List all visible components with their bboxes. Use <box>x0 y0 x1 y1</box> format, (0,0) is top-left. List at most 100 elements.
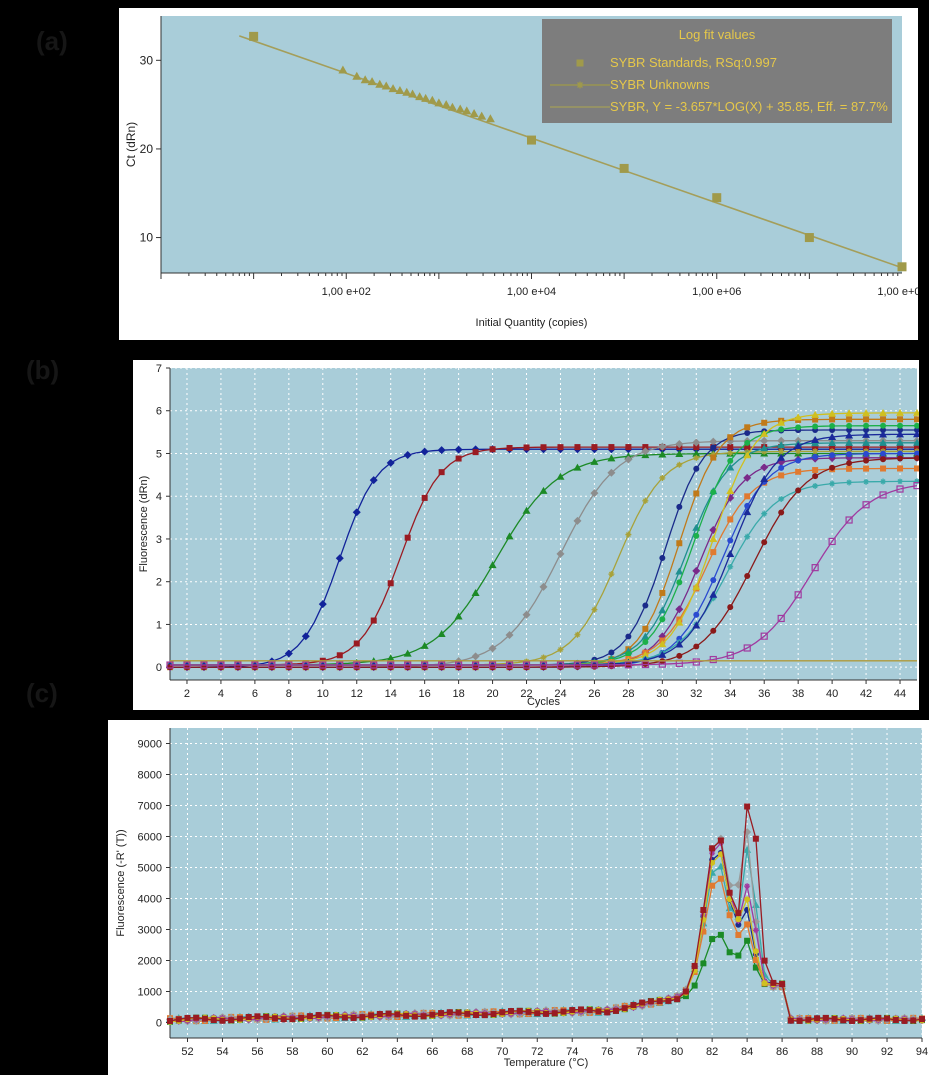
chart-b-series-point <box>897 450 904 457</box>
chart-c-series-point <box>752 957 759 964</box>
chart-b-series-point <box>625 531 632 538</box>
chart-c-x-tick-label: 76 <box>601 1046 613 1058</box>
chart-c-series-point <box>840 1017 847 1024</box>
chart-b-series-point <box>913 438 919 446</box>
chart-b-series-point <box>336 664 343 671</box>
chart-b-series-point <box>845 431 854 439</box>
chart-b-series-point <box>590 457 599 465</box>
chart-b-x-tick-label: 22 <box>520 688 532 700</box>
chart-c-series-point <box>236 1015 243 1022</box>
chart-c-x-tick-label: 92 <box>881 1046 893 1058</box>
chart-b-series-point <box>862 409 871 417</box>
chart-c-series-point <box>656 998 663 1005</box>
chart-b-series-point <box>540 444 547 451</box>
chart-c-series-point <box>752 964 759 971</box>
chart-b-series-point <box>506 664 513 671</box>
chart-b-series-point <box>913 482 919 490</box>
chart-b-series-point <box>710 454 717 461</box>
chart-b-series-point <box>777 418 786 426</box>
chart-b-series-point <box>897 455 904 462</box>
chart-c-series-point <box>709 936 716 943</box>
chart-b-series-point <box>676 540 683 547</box>
chart-c-series-point <box>761 980 768 987</box>
chart-b-x-tick-label: 2 <box>184 688 190 700</box>
chart-c-series-point <box>752 948 759 955</box>
chart-b-y-tick-label: 0 <box>156 662 162 674</box>
chart-b-x-tick-label: 26 <box>588 688 600 700</box>
chart-b-series-point <box>659 616 666 623</box>
chart-b-series-point <box>455 664 462 671</box>
chart-b-series-point <box>846 460 853 467</box>
chart-b-series-point <box>624 455 633 464</box>
chart-b-series-point <box>811 564 819 572</box>
chart-c-y-tick-label: 4000 <box>138 894 162 906</box>
chart-c-x-tick-label: 88 <box>811 1046 823 1058</box>
chart-c-series-point <box>271 1015 278 1022</box>
chart-b-series-point <box>863 465 870 472</box>
chart-b-series-point <box>897 416 904 423</box>
chart-a-standard-point <box>804 233 814 243</box>
chart-c-x-tick-label: 74 <box>566 1046 578 1058</box>
chart-b-series-point <box>675 440 684 449</box>
chart-b-series-point <box>726 487 735 495</box>
chart-b-series-point <box>897 444 904 451</box>
chart-b-series-point <box>625 662 632 669</box>
chart-c-series-point <box>735 916 742 923</box>
chart-c-series-point <box>744 896 751 903</box>
chart-c-series-point <box>744 921 751 928</box>
chart-b-series-point <box>896 408 905 416</box>
chart-b-series-point <box>727 457 734 464</box>
chart-b-x-tick-label: 40 <box>826 688 838 700</box>
chart-b-series-point <box>573 463 582 471</box>
chart-c-series-point <box>228 1017 235 1024</box>
chart-b-series-point <box>607 661 616 669</box>
chart-b-series-point <box>557 444 564 451</box>
chart-c-x-tick-label: 82 <box>706 1046 718 1058</box>
chart-c-series-point <box>866 1015 873 1022</box>
chart-a-unknown-point <box>462 106 472 115</box>
chart-b-series-point <box>590 489 599 498</box>
chart-b-series-point <box>675 618 684 626</box>
chart-a-legend-entry: SYBR Standards, RSq:0.997 <box>610 55 777 70</box>
chart-b-series-point <box>489 446 496 453</box>
chart-b-series-point <box>760 429 769 437</box>
chart-b-y-tick-label: 3 <box>156 534 162 546</box>
chart-b-series-point <box>437 629 446 637</box>
chart-c-series-point <box>691 962 698 969</box>
chart-b-series-point <box>880 426 887 433</box>
chart-a-unknown-point <box>421 93 431 102</box>
chart-b-series-point <box>692 566 701 575</box>
chart-b-series-point <box>607 468 616 477</box>
chart-a-unknown-point <box>477 111 487 120</box>
chart-c-series-point <box>411 1013 418 1020</box>
chart-b-series-point <box>591 606 598 613</box>
chart-b-series-point <box>744 573 751 580</box>
chart-b-series-point <box>777 614 785 623</box>
chart-b-series-point <box>914 416 919 423</box>
chart-b-series-point <box>829 464 836 471</box>
chart-b-series-point <box>505 631 514 640</box>
chart-b-series-point <box>641 660 649 669</box>
chart-b-series-point <box>846 465 853 472</box>
chart-a-x-axis-label: Initial Quantity (copies) <box>476 317 588 329</box>
chart-b-series-point <box>692 449 701 457</box>
chart-b-plot-area <box>170 368 917 680</box>
chart-b-series-point <box>506 445 513 452</box>
chart-c-x-tick-label: 62 <box>356 1046 368 1058</box>
chart-c-x-tick-label: 72 <box>531 1046 543 1058</box>
chart-c-y-tick-label: 1000 <box>138 987 162 999</box>
chart-b-series-point <box>676 579 683 586</box>
chart-b-series-point <box>709 534 718 542</box>
chart-b-series-point <box>217 661 225 669</box>
chart-b-series-point <box>914 465 919 472</box>
chart-c-y-tick-label: 3000 <box>138 925 162 937</box>
chart-c-series-point <box>525 1008 532 1015</box>
chart-b-series-point <box>692 438 701 447</box>
chart-b-series-point <box>336 661 344 669</box>
chart-b-series-point <box>896 430 905 438</box>
chart-c-series-point <box>709 882 716 889</box>
chart-b-series-point <box>914 455 919 462</box>
chart-c-series-point <box>368 1012 375 1019</box>
chart-c-x-tick-label: 80 <box>671 1046 683 1058</box>
chart-b-series-point <box>675 567 684 575</box>
